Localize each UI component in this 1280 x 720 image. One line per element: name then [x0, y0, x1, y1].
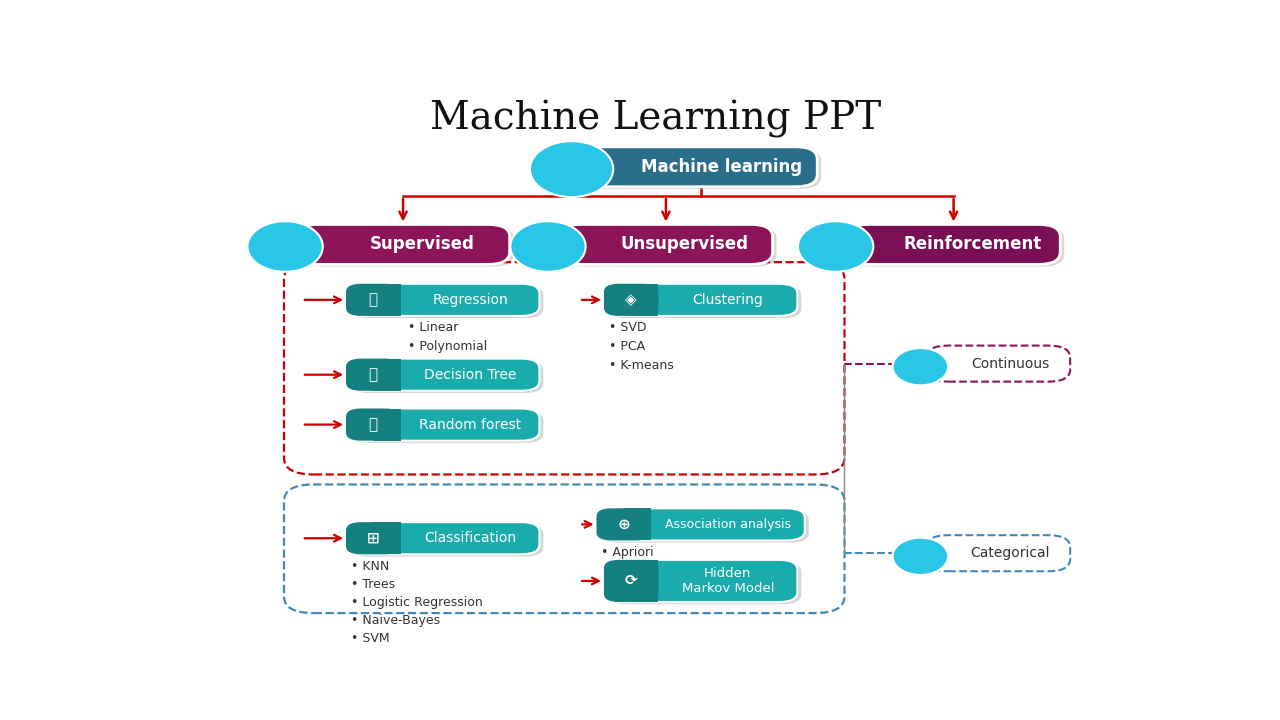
Text: Decision Tree: Decision Tree	[424, 368, 516, 382]
FancyBboxPatch shape	[588, 149, 822, 189]
FancyBboxPatch shape	[631, 560, 658, 602]
FancyBboxPatch shape	[346, 522, 401, 554]
Text: Association analysis: Association analysis	[664, 518, 791, 531]
Text: Hidden
Markov Model: Hidden Markov Model	[682, 567, 774, 595]
FancyBboxPatch shape	[346, 284, 401, 316]
Text: Supervised: Supervised	[370, 235, 475, 253]
Text: Machine learning: Machine learning	[641, 158, 803, 176]
FancyBboxPatch shape	[374, 522, 401, 554]
FancyBboxPatch shape	[604, 560, 658, 602]
Text: Unsupervised: Unsupervised	[621, 235, 749, 253]
FancyBboxPatch shape	[847, 225, 1060, 264]
PathPatch shape	[247, 221, 323, 271]
Text: • SVD
• PCA
• K-means: • SVD • PCA • K-means	[609, 321, 673, 372]
FancyBboxPatch shape	[349, 410, 544, 443]
FancyBboxPatch shape	[596, 508, 805, 541]
FancyBboxPatch shape	[600, 510, 809, 543]
FancyBboxPatch shape	[374, 408, 401, 441]
FancyBboxPatch shape	[349, 524, 544, 557]
FancyBboxPatch shape	[604, 284, 658, 316]
Text: • Apriori
• FP-Growth: • Apriori • FP-Growth	[602, 546, 677, 578]
PathPatch shape	[530, 141, 613, 197]
Text: Categorical: Categorical	[970, 546, 1050, 560]
Text: ⊕: ⊕	[617, 517, 630, 532]
FancyBboxPatch shape	[346, 359, 539, 391]
FancyBboxPatch shape	[631, 284, 658, 316]
Text: Machine Learning PPT: Machine Learning PPT	[430, 100, 882, 138]
FancyBboxPatch shape	[608, 562, 801, 604]
Text: Reinforcement: Reinforcement	[904, 235, 1042, 253]
FancyBboxPatch shape	[346, 408, 539, 441]
Text: 🌳: 🌳	[369, 417, 378, 432]
FancyBboxPatch shape	[349, 361, 544, 393]
FancyBboxPatch shape	[563, 227, 777, 266]
PathPatch shape	[892, 538, 948, 575]
Text: ◈: ◈	[626, 292, 637, 307]
PathPatch shape	[797, 221, 873, 271]
Text: 🌲: 🌲	[369, 367, 378, 382]
Text: ⟳: ⟳	[625, 573, 637, 588]
FancyBboxPatch shape	[604, 560, 797, 602]
FancyBboxPatch shape	[596, 508, 652, 541]
FancyBboxPatch shape	[301, 227, 513, 266]
Text: Continuous: Continuous	[972, 356, 1050, 371]
Text: Classification: Classification	[424, 531, 516, 545]
FancyBboxPatch shape	[374, 359, 401, 391]
Text: Regression: Regression	[433, 293, 508, 307]
FancyBboxPatch shape	[346, 408, 401, 441]
PathPatch shape	[892, 348, 948, 385]
FancyBboxPatch shape	[346, 359, 401, 391]
FancyBboxPatch shape	[346, 522, 539, 554]
Text: 📈: 📈	[369, 292, 378, 307]
FancyBboxPatch shape	[559, 225, 773, 264]
FancyBboxPatch shape	[604, 284, 797, 316]
Text: Random forest: Random forest	[419, 418, 521, 431]
PathPatch shape	[511, 221, 586, 271]
FancyBboxPatch shape	[584, 147, 817, 186]
Text: • Linear
• Polynomial: • Linear • Polynomial	[407, 321, 486, 354]
FancyBboxPatch shape	[346, 284, 539, 316]
FancyBboxPatch shape	[851, 227, 1064, 266]
FancyBboxPatch shape	[297, 225, 509, 264]
FancyBboxPatch shape	[349, 286, 544, 318]
Text: • KNN
• Trees
• Logistic Regression
• Naive-Bayes
• SVM: • KNN • Trees • Logistic Regression • Na…	[351, 560, 483, 645]
Text: Clustering: Clustering	[692, 293, 763, 307]
FancyBboxPatch shape	[608, 286, 801, 318]
FancyBboxPatch shape	[623, 508, 652, 541]
Text: ⊞: ⊞	[367, 531, 380, 546]
FancyBboxPatch shape	[374, 284, 401, 316]
